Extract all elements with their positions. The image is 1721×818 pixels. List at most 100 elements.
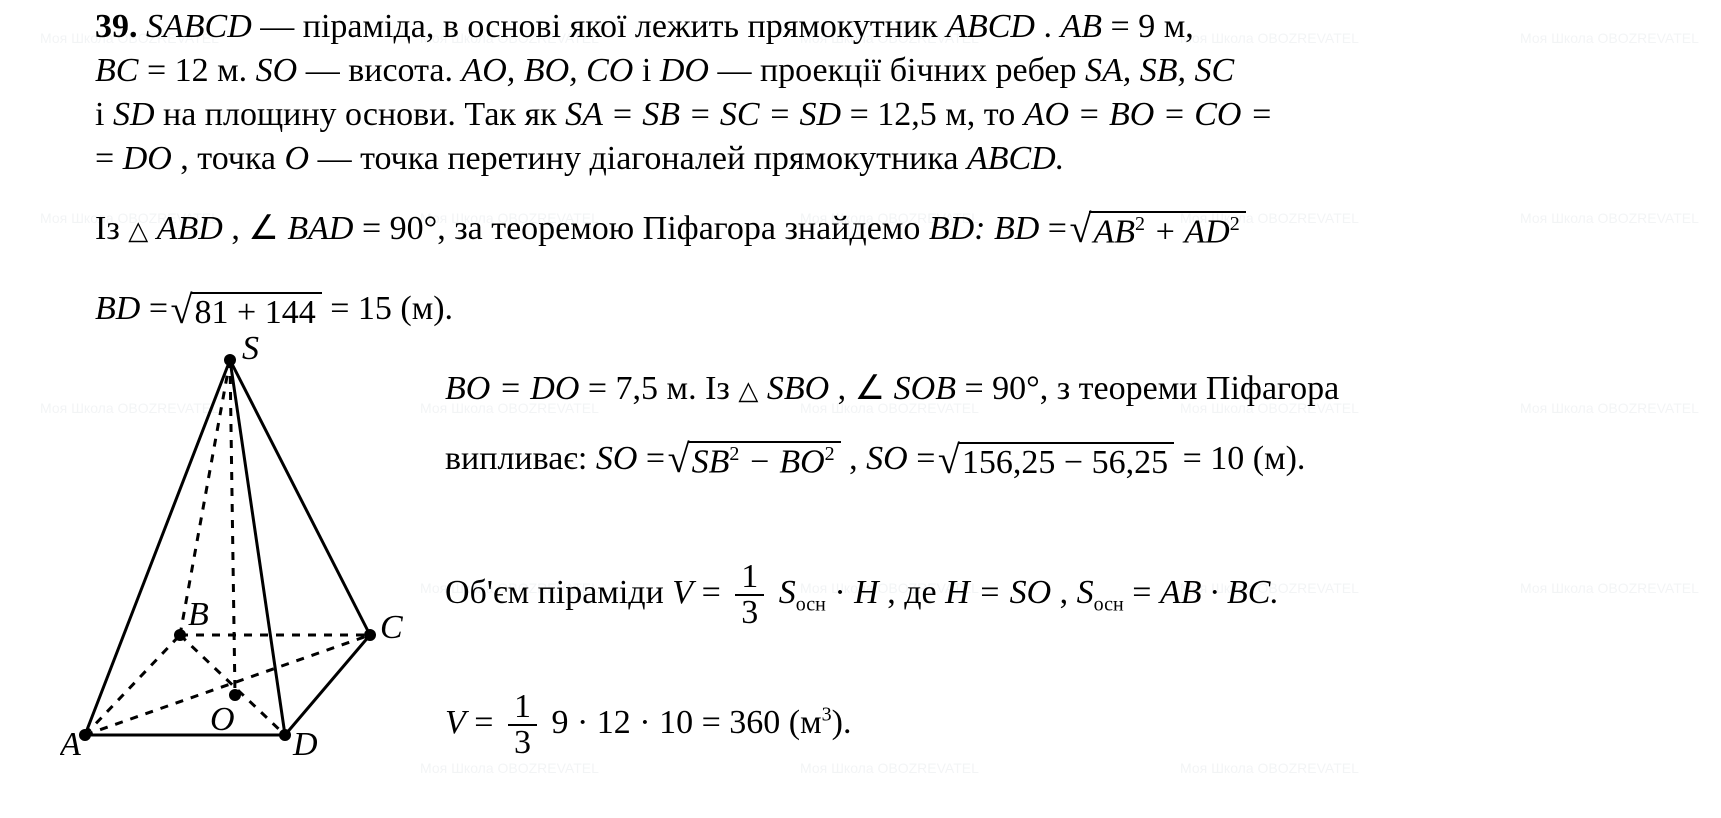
t: ABD — [157, 210, 223, 247]
t: SB — [692, 444, 730, 481]
line-5: Із △ ABD , ∠ BAD = 90°, за теоремою Піфа… — [95, 210, 1246, 251]
t: = 9 м, — [1111, 8, 1194, 45]
t: , — [849, 440, 866, 477]
t: H = SO — [945, 574, 1051, 611]
t: 1 — [735, 560, 764, 596]
t: і — [95, 96, 113, 133]
t: — проекції бічних ребер — [717, 52, 1085, 89]
t: = 90°, з теореми Піфагора — [964, 370, 1339, 407]
t: DO — [123, 140, 172, 177]
pyramid-diagram: S A B C D O — [60, 335, 430, 765]
t: AB — [1060, 8, 1102, 45]
line-6: BD = 81 + 144 = 15 (м). — [95, 290, 453, 331]
sqrt: AB2 + AD2 — [1075, 211, 1245, 251]
triangle-icon: △ — [738, 376, 758, 405]
line-10: V = 1 3 9 · 12 · 10 = 360 (м 3). — [445, 690, 851, 760]
t: AB · BC. — [1160, 574, 1279, 611]
t: 9 · 12 · 10 = 360 (м — [551, 704, 821, 741]
t: ). — [832, 704, 852, 741]
line-4: = DO , точка O — точка перетину діагонал… — [95, 140, 1064, 177]
t: BD: BD — [929, 210, 1039, 247]
line-2: BC = 12 м. SO — висота. AO, BO, CO і DO … — [95, 52, 1234, 89]
line-1: 39. SABCD — піраміда, в основі якої лежи… — [95, 8, 1194, 45]
t: і — [642, 52, 660, 89]
sqrt: 81 + 144 — [177, 292, 322, 331]
t: · — [834, 574, 854, 611]
t: = 90°, за теоремою Піфагора знайдемо — [362, 210, 929, 247]
t: = — [1132, 574, 1160, 611]
t: Об'єм піраміди — [445, 574, 672, 611]
t: SOB — [894, 370, 956, 407]
t: осн — [1094, 594, 1124, 616]
t: SABCD — [146, 8, 252, 45]
t: = 7,5 м. Із — [588, 370, 738, 407]
t: H — [854, 574, 879, 611]
t: 3 — [735, 596, 764, 630]
line-7: BO = DO = 7,5 м. Із △ SBO , ∠ SOB = 90°,… — [445, 370, 1339, 407]
sqrt: SB2 − BO2 — [674, 441, 841, 481]
t: DO — [660, 52, 709, 89]
watermark: Моя Школа OBOZREVATEL — [420, 760, 599, 776]
t: 156,25 − 56,25 — [958, 442, 1174, 481]
t: SA = SB = SC = SD — [565, 96, 841, 133]
t: O — [285, 140, 310, 177]
label-A: A — [60, 726, 81, 763]
t: SA, SB, SC — [1085, 52, 1234, 89]
t: , де — [887, 574, 945, 611]
line-9: Об'єм піраміди V = 1 3 Sосн · H , де H =… — [445, 560, 1279, 630]
t: = — [95, 140, 123, 177]
problem-number: 39. — [95, 8, 138, 45]
t: — піраміда, в основі якої лежить прямоку… — [260, 8, 946, 45]
t: + AD — [1145, 214, 1230, 251]
label-B: B — [188, 596, 209, 633]
t: SO — [256, 52, 298, 89]
t: = 15 (м). — [330, 290, 453, 327]
t: , точка — [180, 140, 284, 177]
t: BAD — [287, 210, 353, 247]
t: V — [445, 704, 466, 741]
solution-page: { "problem":{ "number":"39.", "line1_a":… — [0, 0, 1721, 818]
label-O: O — [210, 701, 235, 738]
t: S — [779, 574, 796, 611]
t: осн — [796, 594, 826, 616]
t: , ∠ — [838, 370, 885, 407]
t: — точка перетину діагоналей прямокутника — [318, 140, 967, 177]
fraction: 1 3 — [735, 560, 764, 630]
t: випливає: — [445, 440, 596, 477]
t: 1 — [508, 690, 537, 726]
t: BC — [95, 52, 138, 89]
t: SBO — [767, 370, 829, 407]
t: 3 — [508, 726, 537, 760]
line-8: випливає: SO = SB2 − BO2 , SO = 156,25 −… — [445, 440, 1305, 481]
label-S: S — [242, 335, 259, 367]
t: S — [1077, 574, 1094, 611]
t: BD — [95, 290, 140, 327]
t: , ∠ — [231, 210, 278, 247]
t: Із — [95, 210, 128, 247]
t: = — [474, 704, 502, 741]
watermark: Моя Школа OBOZREVATEL — [800, 760, 979, 776]
watermark: Моя Школа OBOZREVATEL — [1520, 30, 1699, 46]
t: = — [702, 574, 730, 611]
label-D: D — [292, 726, 318, 763]
line-3: і SD на площину основи. Так як SA = SB =… — [95, 96, 1273, 133]
t: SO — [596, 440, 638, 477]
t: SO — [866, 440, 908, 477]
t: — висота. — [306, 52, 462, 89]
t: 81 + 144 — [191, 292, 322, 331]
t: SD — [113, 96, 155, 133]
t: AO = BO = CO = — [1024, 96, 1273, 133]
sqrt: 156,25 − 56,25 — [944, 442, 1174, 481]
t: BO = DO — [445, 370, 579, 407]
watermark: Моя Школа OBOZREVATEL — [1180, 760, 1359, 776]
t: , — [1060, 574, 1077, 611]
watermark: Моя Школа OBOZREVATEL — [1520, 580, 1699, 596]
label-C: C — [380, 609, 403, 646]
watermark: Моя Школа OBOZREVATEL — [1520, 210, 1699, 226]
t: − BO — [739, 444, 824, 481]
watermark: Моя Школа OBOZREVATEL — [1520, 400, 1699, 416]
t: ABCD. — [967, 140, 1064, 177]
fraction: 1 3 — [508, 690, 537, 760]
t: AB — [1093, 214, 1135, 251]
t: = 12,5 м, то — [850, 96, 1024, 133]
